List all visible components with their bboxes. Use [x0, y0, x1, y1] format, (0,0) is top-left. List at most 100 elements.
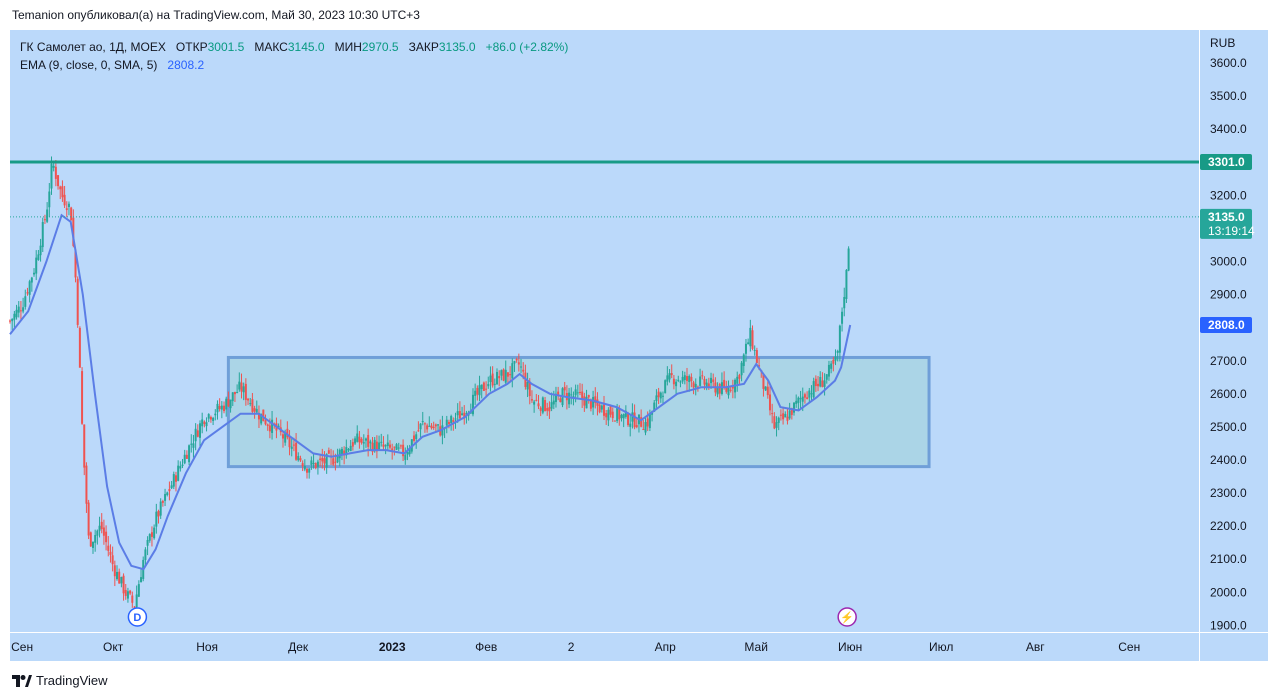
candle-body: [85, 465, 88, 504]
footer: TradingView: [0, 664, 1280, 699]
candle-body: [190, 443, 193, 445]
candle-body: [131, 595, 134, 603]
candle-body: [819, 376, 822, 387]
candle-body: [428, 425, 431, 427]
candle-body: [482, 382, 485, 391]
candle-body: [775, 422, 778, 428]
time-tick-label: Авг: [1026, 640, 1045, 654]
candle-body: [19, 310, 22, 312]
price-chart[interactable]: 1900.0 2000.0 2100.0 2200.0 2300.0 2400.0 2500…: [0, 30, 1280, 661]
candle-body: [129, 590, 132, 594]
candle-body: [301, 463, 304, 467]
candle-body: [777, 417, 780, 423]
candle-body: [670, 373, 673, 376]
candle-body: [718, 383, 721, 394]
candle-body: [216, 403, 219, 413]
candle-body: [393, 446, 396, 448]
candle-body: [46, 209, 49, 222]
candle-body: [458, 411, 461, 419]
candle-body: [478, 385, 481, 396]
candle-body: [434, 424, 437, 427]
dividend-marker-label: D: [133, 612, 141, 624]
candle-body: [681, 376, 684, 382]
price-tick-label: 2100.0: [1210, 552, 1247, 566]
candle-body: [705, 382, 708, 388]
time-tick-label: Май: [744, 640, 768, 654]
candle-body: [52, 165, 55, 168]
candle-body: [242, 386, 245, 393]
candle-body: [402, 444, 405, 457]
candle-body: [137, 584, 140, 597]
candle-body: [260, 413, 263, 424]
candle-body: [795, 400, 798, 404]
candle-body: [172, 474, 175, 487]
candle-body: [332, 458, 335, 465]
candle-body: [517, 362, 520, 365]
ema-price-badge: [1200, 317, 1252, 334]
candle-body: [598, 404, 601, 413]
candle-body: [550, 402, 553, 409]
candle-body: [351, 442, 354, 447]
price-tick-label: 2000.0: [1210, 585, 1247, 599]
candle-body: [544, 400, 547, 411]
candle-body: [559, 398, 562, 403]
candle-body: [249, 403, 252, 405]
candle-body: [461, 413, 464, 416]
time-axis-background[interactable]: [10, 632, 1199, 661]
candle-body: [113, 565, 116, 577]
candle-body: [255, 408, 258, 413]
candle-body: [415, 434, 418, 440]
candle-body: [54, 166, 57, 179]
candle-body: [583, 396, 586, 406]
candle-body: [655, 395, 658, 402]
plot-background[interactable]: [10, 30, 1199, 632]
candle-body: [506, 372, 509, 377]
price-tick-label: 2600.0: [1210, 387, 1247, 401]
candle-body: [316, 461, 319, 467]
time-tick-label: Фев: [475, 640, 497, 654]
candle-body: [356, 433, 359, 442]
price-tick-label: 2200.0: [1210, 519, 1247, 533]
candle-body: [35, 257, 38, 274]
price-tick-label: 2400.0: [1210, 453, 1247, 467]
candle-body: [520, 366, 523, 368]
candle-body: [557, 391, 560, 396]
candle-body: [616, 407, 619, 422]
candle-body: [325, 454, 328, 468]
candle-body: [378, 442, 381, 450]
candle-body: [581, 391, 584, 399]
candle-body: [723, 379, 726, 387]
candle-body: [836, 350, 839, 353]
candle-body: [847, 248, 850, 271]
candle-body: [321, 457, 324, 462]
candle-body: [194, 428, 197, 442]
currency-label: RUB: [1210, 36, 1235, 50]
candle-body: [493, 383, 496, 385]
tradingview-brand: TradingView: [36, 673, 108, 688]
candle-body: [408, 448, 411, 455]
chart-frame[interactable]: 1900.0 2000.0 2100.0 2200.0 2300.0 2400.0 2500…: [0, 30, 1280, 661]
price-tick-label: 3500.0: [1210, 89, 1247, 103]
tradingview-logo[interactable]: TradingView: [12, 673, 108, 688]
candle-body: [96, 530, 99, 536]
candle-body: [480, 384, 483, 390]
candle-body: [179, 466, 182, 469]
last-price-countdown: 13:19:14: [1208, 224, 1255, 238]
time-tick-label: Июн: [838, 640, 862, 654]
candle-body: [554, 393, 557, 403]
candle-body: [740, 362, 743, 376]
candle-body: [432, 426, 435, 429]
candle-body: [806, 397, 809, 400]
candle-body: [476, 387, 479, 395]
price-tick-label: 1900.0: [1210, 618, 1247, 632]
candle-body: [768, 394, 771, 411]
candle-body: [39, 245, 42, 256]
candle-body: [382, 444, 385, 447]
candle-body: [642, 429, 645, 431]
candle-body: [183, 454, 186, 464]
candle-body: [391, 448, 394, 451]
candle-body: [699, 376, 702, 386]
candle-body: [174, 475, 177, 482]
candle-body: [78, 327, 81, 368]
time-tick-label: 2: [568, 640, 575, 654]
